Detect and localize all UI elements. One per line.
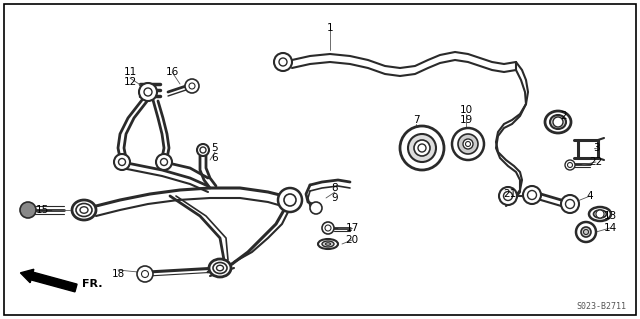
Circle shape: [499, 187, 517, 205]
Text: 15: 15: [35, 205, 49, 215]
Ellipse shape: [589, 207, 611, 221]
Ellipse shape: [318, 239, 338, 249]
Circle shape: [20, 202, 36, 218]
FancyArrow shape: [20, 269, 77, 292]
Circle shape: [156, 154, 172, 170]
Text: 8: 8: [332, 183, 339, 193]
Ellipse shape: [545, 111, 571, 133]
Text: 17: 17: [346, 223, 358, 233]
Circle shape: [139, 83, 157, 101]
Circle shape: [553, 117, 563, 127]
Text: 3: 3: [593, 143, 599, 153]
Text: 20: 20: [346, 235, 358, 245]
Circle shape: [400, 126, 444, 170]
Circle shape: [565, 160, 575, 170]
Text: 14: 14: [604, 223, 616, 233]
Circle shape: [274, 53, 292, 71]
Ellipse shape: [322, 241, 334, 247]
Text: 18: 18: [111, 269, 125, 279]
Circle shape: [414, 140, 430, 156]
Text: S023-B2711: S023-B2711: [576, 302, 626, 311]
Circle shape: [463, 139, 473, 149]
Circle shape: [576, 222, 596, 242]
Text: 5: 5: [212, 143, 218, 153]
Text: 12: 12: [124, 77, 136, 87]
Text: 19: 19: [460, 115, 472, 125]
Circle shape: [137, 266, 153, 282]
Text: 2: 2: [561, 111, 567, 121]
Circle shape: [114, 154, 130, 170]
Text: FR.: FR.: [82, 279, 102, 289]
Circle shape: [278, 188, 302, 212]
Ellipse shape: [593, 210, 607, 218]
Text: 22: 22: [589, 157, 603, 167]
Circle shape: [561, 195, 579, 213]
Text: 1: 1: [326, 23, 333, 33]
Circle shape: [458, 134, 478, 154]
Text: 4: 4: [587, 191, 593, 201]
Text: 11: 11: [124, 67, 136, 77]
Text: 13: 13: [604, 211, 616, 221]
Ellipse shape: [72, 200, 96, 220]
Circle shape: [581, 227, 591, 237]
Circle shape: [197, 144, 209, 156]
Text: 10: 10: [460, 105, 472, 115]
Circle shape: [523, 186, 541, 204]
Circle shape: [185, 79, 199, 93]
Ellipse shape: [550, 115, 566, 129]
Text: 9: 9: [332, 193, 339, 203]
Text: 16: 16: [165, 67, 179, 77]
Circle shape: [596, 210, 604, 218]
Circle shape: [408, 134, 436, 162]
Circle shape: [322, 222, 334, 234]
Text: 21: 21: [504, 189, 516, 199]
Text: 6: 6: [212, 153, 218, 163]
Text: 7: 7: [413, 115, 419, 125]
Circle shape: [452, 128, 484, 160]
Ellipse shape: [209, 259, 231, 277]
Circle shape: [310, 202, 322, 214]
